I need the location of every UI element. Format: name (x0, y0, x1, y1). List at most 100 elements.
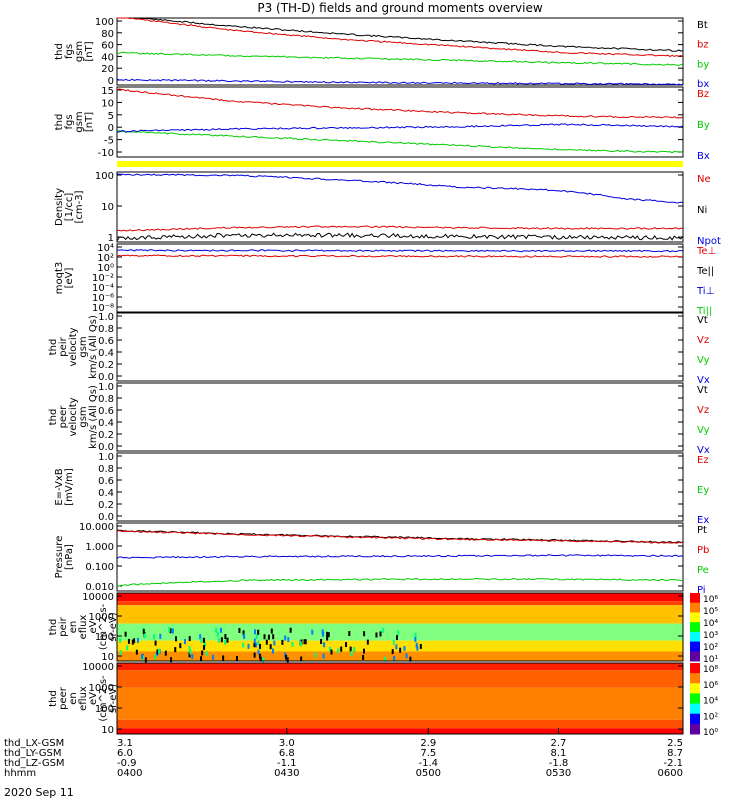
y-tick-label: 0.8 (98, 464, 114, 475)
y-tick-label: 0.0 (98, 512, 114, 523)
heatmap-cell (254, 642, 257, 648)
y-tick-label: 0.2 (98, 500, 114, 511)
y-axis-label: [1/cc] (64, 193, 75, 222)
series-line (116, 225, 684, 232)
panel-frame (116, 86, 684, 158)
legend-entry: Bx (697, 151, 710, 162)
colorbar-segment (690, 703, 700, 715)
y-axis-label: thd (48, 690, 59, 707)
colorbar-tick-label: 10³ (703, 631, 718, 641)
y-axis-label: thd (54, 114, 65, 131)
y-axis-label: en (68, 692, 79, 705)
colorbar-tick-label: 10² (703, 643, 718, 653)
panel-frame (116, 243, 684, 313)
heatmap-cell (259, 653, 262, 659)
y-tick-label: 10 (101, 725, 114, 736)
panel-8: 10.000 1.000 0.100 0.010 Pressure [nPa] Pt Pb Pe… (54, 522, 709, 596)
heatmap-cell (170, 657, 173, 663)
heatmap-cell (416, 645, 419, 651)
panel-frame (116, 452, 684, 522)
heatmap-band (117, 601, 683, 606)
heatmap-cell (337, 648, 340, 654)
heatmap-band (117, 687, 683, 720)
series-line (117, 17, 684, 52)
heatmap-cell (204, 641, 207, 647)
legend-entry: Bz (697, 89, 709, 100)
date-label: 2020 Sep 11 (4, 786, 74, 799)
legend-entry: Ne (697, 174, 711, 185)
x-axis-value: 2.7 (551, 738, 567, 749)
y-tick-label: 1.0 (98, 452, 114, 463)
heatmap-cell (320, 638, 323, 644)
heatmap-cell (375, 632, 378, 638)
y-axis-label: peir (58, 616, 69, 636)
heatmap-cell (247, 643, 250, 649)
heatmap-cell (175, 636, 178, 642)
y-axis-label: fgs (64, 44, 75, 59)
heatmap-cell (191, 654, 194, 660)
legend-entry: Vx (697, 375, 710, 386)
y-tick-label: 100 (95, 704, 114, 715)
series-line (116, 51, 684, 67)
panel-3: 100 10 1 Density [1/cc] [cm-3] Ne Ni Npot (54, 171, 721, 247)
x-axis-value: -1.8 (549, 758, 569, 769)
heatmap-cell (124, 631, 127, 637)
y-tick-label: 10⁻⁴ (92, 283, 114, 294)
heatmap-cell (131, 639, 134, 645)
colorbar-segment (690, 663, 700, 674)
legend-entry: Te⊥ (696, 246, 716, 257)
y-tick-label: -10 (98, 148, 114, 159)
colorbar-segment (690, 673, 700, 684)
x-axis-value: 8.1 (551, 748, 567, 759)
y-axis-label: peer (58, 686, 69, 710)
heatmap-cell (119, 650, 122, 656)
y-tick-label: 15 (101, 86, 114, 97)
legend-entry: Pb (697, 545, 709, 556)
heatmap-cell (133, 638, 136, 644)
heatmap-band (117, 593, 683, 602)
heatmap-cell (154, 654, 157, 660)
colorbar-segment (690, 641, 700, 652)
x-axis-row-label: thd_LX-GSM (4, 738, 64, 749)
heatmap-cell (362, 654, 365, 660)
x-axis-value: 0530 (546, 768, 571, 779)
heatmap-cell (224, 634, 227, 640)
heatmap-cell (323, 642, 326, 648)
heatmap-cell (265, 639, 268, 645)
heatmap-cell (136, 637, 139, 643)
heatmap-cell (273, 640, 276, 646)
y-axis-label: velocity (68, 397, 79, 436)
y-tick-label: 10² (97, 253, 114, 264)
heatmap-cell (300, 656, 303, 662)
colorbar-segment (690, 631, 700, 643)
y-tick-label: 20 (101, 64, 114, 75)
y-tick-label: 10 (101, 98, 114, 109)
heatmap-cell (143, 633, 146, 639)
colorbar-segment (690, 612, 700, 623)
y-tick-label: 0.0 (98, 442, 114, 453)
y-axis-label: eflux (78, 686, 89, 711)
heatmap-cell (169, 628, 172, 634)
y-tick-label: 40 (101, 52, 114, 63)
x-axis-value: 2.9 (420, 738, 436, 749)
heatmap-cell (299, 641, 302, 647)
y-axis-label: [cm-3] (74, 190, 85, 223)
legend-entry: Ez (697, 455, 709, 466)
y-tick-label: 1.0 (98, 312, 114, 323)
heatmap-band (117, 663, 683, 671)
y-axis-label: gsm (78, 406, 89, 427)
heatmap-cell (350, 650, 353, 656)
heatmap-cell (399, 647, 402, 653)
y-axis-label: fgs (64, 114, 75, 129)
heatmap-cell (395, 644, 398, 650)
heatmap-cell (188, 652, 191, 658)
heatmap-cell (257, 649, 260, 655)
panel-10: 10⁸ 10⁶ 10⁴ 10² 10⁰ 10000 1000 100 10 thd peer en ef… (48, 662, 718, 738)
heatmap-cell (304, 639, 307, 645)
y-tick-label: 100 (95, 632, 114, 643)
y-axis-label: moqt3 (54, 262, 65, 295)
colorbar-tick-label: 10⁴ (703, 697, 718, 707)
legend-entry: Pt (697, 525, 707, 536)
